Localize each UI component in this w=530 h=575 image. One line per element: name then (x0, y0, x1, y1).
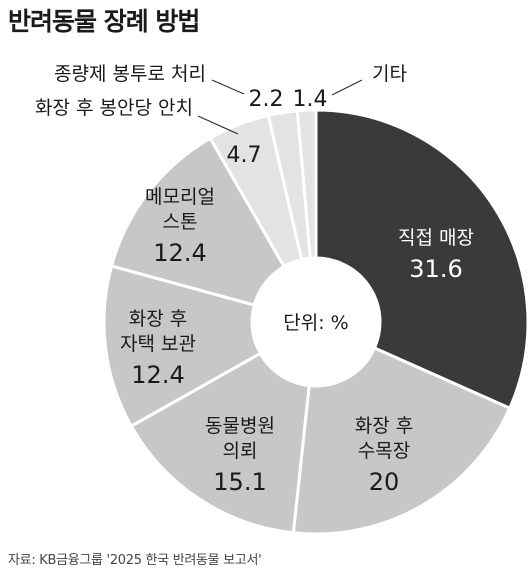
slice-value-2: 20 (369, 468, 400, 496)
leader-line-7 (211, 79, 245, 95)
slice-1 (314, 108, 530, 411)
slice-label-3: 동물병원 (205, 415, 275, 437)
slice-label-4: 화장 후 (129, 308, 187, 330)
slice-label-2: 화장 후 (355, 415, 413, 437)
slice-value-1: 31.6 (409, 255, 462, 283)
slice-label-1: 직접 매장 (398, 227, 474, 249)
slice-2 (291, 346, 512, 536)
slice-3 (129, 351, 311, 535)
slice-8 (295, 108, 318, 260)
slice-label-5: 메모리얼 (145, 186, 215, 208)
slice-label-2: 수목장 (358, 440, 410, 462)
slice-value-5: 12.4 (153, 239, 206, 267)
slice-value-7: 2.2 (249, 87, 284, 112)
slice-5 (109, 136, 287, 307)
slice-label-5: 스톤 (163, 211, 198, 233)
slice-value-8: 1.4 (293, 87, 328, 112)
leader-line-6 (197, 115, 239, 135)
slice-label-8: 기타 (372, 63, 407, 85)
leader-line-8 (331, 79, 363, 96)
slice-label-6: 화장 후 봉안당 안치 (35, 97, 193, 119)
center-unit-label: 단위: % (283, 312, 348, 334)
slice-value-3: 15.1 (213, 468, 266, 496)
chart-title: 반려동물 장례 방법 (8, 7, 200, 36)
slice-label-7: 종량제 봉투로 처리 (54, 63, 206, 85)
slice-label-3: 의뢰 (223, 440, 258, 462)
slice-label-4: 자택 보관 (120, 333, 196, 355)
slice-value-6: 4.7 (227, 143, 262, 168)
slice-value-4: 12.4 (131, 361, 184, 389)
slice-4 (102, 264, 263, 429)
source-note: 자료: KB금융그룹 '2025 한국 반려동물 보고서' (8, 553, 262, 568)
